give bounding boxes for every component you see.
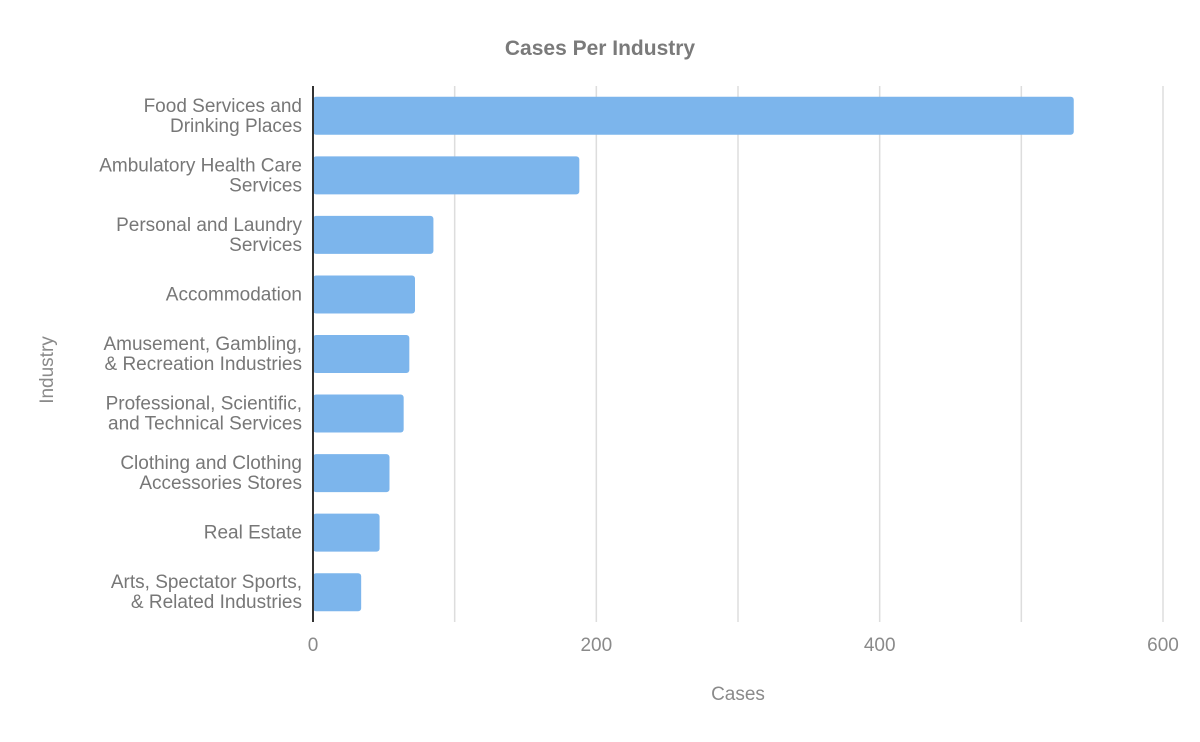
category-label: Professional, Scientific, and Technical S…	[106, 394, 302, 435]
category-label-line: Accommodation	[166, 284, 302, 305]
category-label-line: & Related Industries	[131, 592, 302, 613]
bar	[313, 513, 380, 552]
gridlines	[453, 86, 1164, 622]
bar	[313, 275, 415, 314]
category-label-line: Real Estate	[204, 523, 302, 544]
x-axis-title: Cases	[711, 684, 765, 705]
category-label-line: Services	[229, 175, 302, 196]
category-label-line: Clothing and Clothing	[120, 453, 302, 474]
category-label-line: Professional, Scientific,	[106, 394, 302, 415]
bar	[313, 335, 410, 373]
bar	[313, 573, 362, 612]
bar	[313, 96, 1074, 135]
bar-series	[313, 96, 1074, 612]
x-tick-label: 200	[580, 635, 612, 656]
chart-title: Cases Per Industry	[505, 37, 696, 60]
category-label-line: Ambulatory Health Care	[99, 155, 302, 176]
y-axis-title: Industry	[37, 336, 58, 404]
bar	[313, 394, 404, 433]
x-tick-label: 400	[864, 635, 896, 656]
category-label-line: Personal and Laundry	[116, 215, 302, 236]
category-label-line: Drinking Places	[170, 116, 302, 137]
x-axis-tick-labels: 0 200 400 600	[308, 635, 1179, 656]
category-label: Amusement, Gambling, & Recreation Industr…	[103, 334, 302, 375]
category-label: Real Estate	[204, 523, 302, 544]
category-label-line: and Technical Services	[108, 414, 302, 435]
category-label: Ambulatory Health Care Services	[99, 155, 302, 196]
category-label: Accommodation	[166, 284, 302, 305]
category-label: Clothing and Clothing Accessories Stores	[120, 453, 302, 494]
bar	[313, 156, 580, 195]
category-label-line: Arts, Spectator Sports,	[111, 572, 302, 593]
y-axis-category-labels: Food Services and Drinking Places Ambulato…	[99, 96, 302, 613]
category-label-line: Amusement, Gambling,	[103, 334, 302, 355]
category-label: Food Services and Drinking Places	[144, 96, 302, 137]
x-tick-label: 600	[1147, 635, 1179, 656]
category-label: Arts, Spectator Sports, & Related Industr…	[111, 572, 302, 613]
category-label: Personal and Laundry Services	[116, 215, 302, 256]
bar	[313, 215, 434, 254]
category-label-line: & Recreation Industries	[105, 354, 303, 375]
category-label-line: Food Services and	[144, 96, 302, 117]
bar	[313, 454, 390, 493]
category-label-line: Accessories Stores	[139, 473, 302, 494]
category-label-line: Services	[229, 235, 302, 256]
x-tick-label: 0	[308, 635, 319, 656]
